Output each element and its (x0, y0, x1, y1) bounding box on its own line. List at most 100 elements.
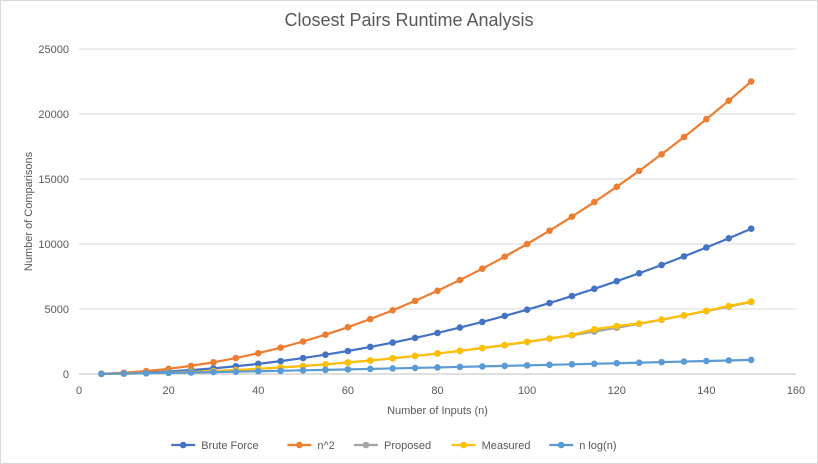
data-point (725, 302, 733, 310)
data-point (456, 363, 464, 371)
data-point (389, 354, 396, 362)
data-point (635, 359, 643, 366)
data-point (411, 297, 419, 305)
data-point (456, 276, 464, 284)
legend-label: Measured (482, 440, 531, 452)
x-tick-label: 60 (342, 385, 354, 397)
data-point (658, 261, 665, 269)
data-point (546, 227, 553, 234)
data-point (456, 347, 464, 355)
data-point (703, 244, 710, 251)
data-point (389, 365, 396, 372)
data-point (658, 358, 665, 366)
data-point (277, 344, 284, 351)
data-point (501, 341, 509, 349)
data-point (546, 361, 553, 369)
legend-swatch-marker (179, 441, 187, 449)
data-point (479, 344, 486, 352)
data-point (366, 343, 374, 351)
legend-label: n log(n) (579, 440, 616, 452)
data-point (501, 253, 509, 260)
chart-title: Closest Pairs Runtime Analysis (284, 10, 534, 30)
data-point (142, 369, 150, 377)
data-point (344, 347, 352, 355)
data-point (277, 367, 284, 375)
data-point (120, 370, 128, 377)
data-point (232, 368, 240, 375)
data-point (411, 364, 419, 372)
series-line (101, 227, 752, 375)
y-tick-label: 5000 (45, 304, 69, 316)
data-point (568, 292, 576, 300)
data-point (658, 151, 665, 158)
x-tick-label: 0 (76, 385, 82, 397)
data-point (322, 331, 329, 338)
data-point (635, 269, 643, 277)
legend-swatch-marker (362, 441, 370, 449)
data-point (501, 362, 509, 370)
data-point (344, 359, 352, 366)
data-point (210, 359, 217, 366)
data-point (568, 213, 576, 220)
data-point (523, 306, 531, 313)
data-point (187, 369, 195, 376)
data-point (434, 350, 441, 357)
data-point (366, 365, 374, 373)
legend-label: Proposed (384, 440, 431, 452)
data-point (210, 368, 217, 376)
legend-swatch-marker (460, 441, 467, 449)
data-point (434, 287, 441, 295)
data-point (479, 318, 486, 326)
data-point (680, 253, 688, 260)
data-point (366, 357, 374, 364)
series-line (101, 358, 752, 375)
data-point (479, 363, 486, 370)
y-tick-label: 15000 (38, 174, 69, 186)
data-point (725, 97, 733, 104)
data-point (725, 357, 733, 364)
data-point (747, 225, 755, 233)
data-point (501, 312, 509, 320)
data-point (322, 366, 329, 374)
data-point (613, 277, 621, 285)
legend-swatch-marker (296, 441, 303, 449)
data-point (411, 352, 419, 360)
data-point (98, 370, 105, 378)
data-point (299, 354, 307, 362)
y-axis-title: Number of Comparisons (23, 151, 35, 271)
data-point (411, 334, 419, 342)
data-point (322, 351, 329, 358)
data-point (434, 364, 441, 371)
data-point (613, 322, 621, 330)
data-point (568, 331, 576, 339)
data-point (591, 325, 598, 333)
data-point (658, 316, 665, 323)
data-point (568, 361, 576, 368)
data-point (546, 299, 553, 307)
data-point (344, 323, 352, 331)
data-point (680, 358, 688, 365)
data-point (747, 298, 755, 305)
legend-swatch-marker (557, 441, 565, 449)
data-point (613, 359, 621, 367)
data-point (591, 360, 598, 368)
data-point (635, 167, 643, 175)
data-point (591, 285, 598, 293)
x-axis-title: Number of Inputs (n) (387, 405, 488, 417)
x-tick-label: 120 (608, 385, 626, 397)
data-point (680, 311, 688, 319)
data-point (747, 356, 755, 364)
data-point (389, 307, 396, 314)
x-tick-label: 40 (252, 385, 264, 397)
data-point (254, 360, 262, 368)
data-point (299, 367, 307, 374)
series-line (101, 80, 752, 375)
data-point (277, 357, 284, 365)
data-point (635, 320, 643, 327)
data-point (344, 366, 352, 373)
data-point (680, 133, 688, 141)
data-point (703, 307, 710, 315)
data-point (591, 198, 598, 206)
data-point (747, 78, 755, 85)
